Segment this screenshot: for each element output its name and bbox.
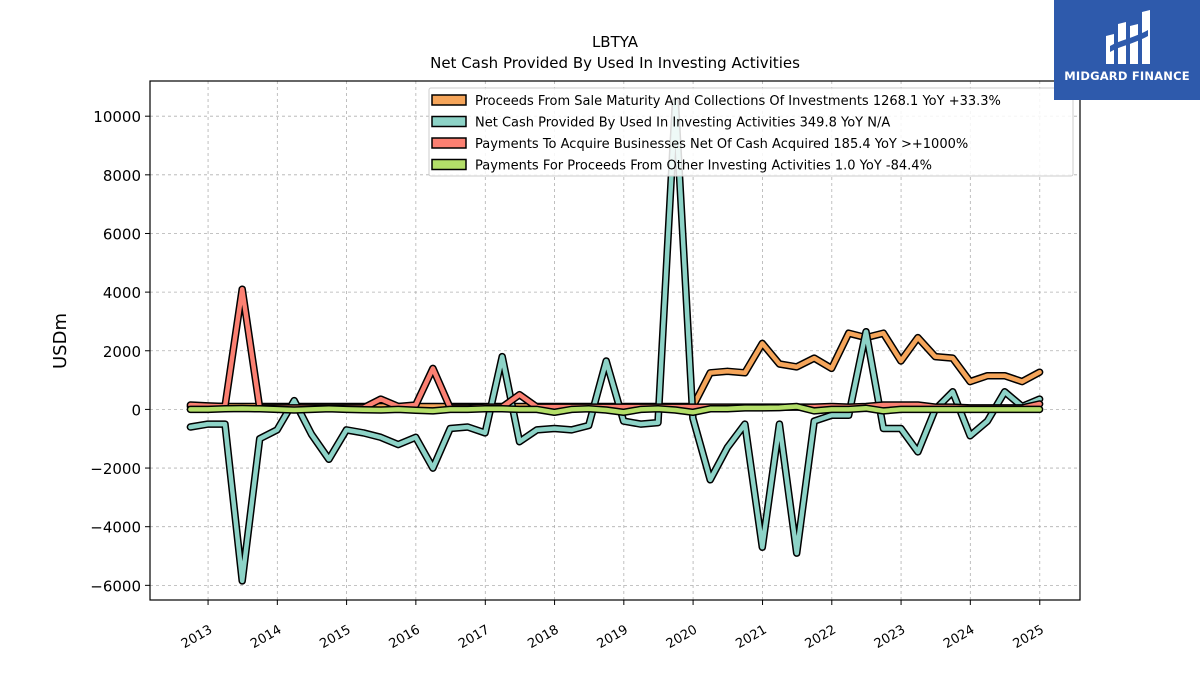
y-tick-label: −6000 [90, 577, 141, 595]
x-tick-label: 2017 [456, 622, 492, 652]
legend-entry: Proceeds From Sale Maturity And Collecti… [475, 94, 1001, 109]
y-tick-label: 4000 [103, 284, 141, 302]
x-tick-label: 2021 [733, 622, 769, 652]
x-tick-label: 2019 [595, 622, 631, 652]
chart-title: LBTYA [592, 33, 639, 51]
x-tick-label: 2016 [387, 622, 423, 652]
midgard-logo-icon [1106, 10, 1150, 64]
brand-name: MIDGARD FINANCE [1064, 69, 1190, 83]
legend-swatch [431, 158, 467, 171]
series-line-stroke [188, 99, 1042, 584]
legend-box [428, 87, 1074, 177]
series-line [186, 97, 1044, 585]
legend-swatch [431, 137, 467, 149]
y-tick-label: 10000 [93, 108, 141, 126]
x-tick-label: 2020 [664, 622, 700, 652]
y-tick-label: 6000 [103, 225, 141, 243]
legend-entry: Net Cash Provided By Used In Investing A… [475, 116, 890, 131]
series-layer [186, 97, 1044, 585]
x-tick-label: 2023 [872, 622, 908, 652]
y-tick-label: 0 [131, 401, 141, 419]
series-line-stroke [188, 404, 1042, 415]
legend-swatch [431, 94, 467, 106]
y-tick-label: −4000 [90, 519, 141, 537]
series-line [186, 402, 1044, 417]
y-tick-label: −2000 [90, 460, 141, 478]
y-axis-label: USDm [50, 313, 71, 369]
y-axis: −6000 −4000 −2000 0 2000 4000 6000 8000 10000 [90, 108, 150, 595]
x-axis: 2013 2014 2015 2016 2017 2018 2019 2020 2021 2022… [179, 600, 1047, 652]
x-tick-label: 2018 [525, 622, 561, 652]
y-tick-label: 2000 [103, 343, 141, 361]
legend-swatch [431, 115, 467, 128]
legend-entry: Payments For Proceeds From Other Investi… [475, 159, 932, 174]
legend-entry: Payments To Acquire Businesses Net Of Ca… [475, 137, 968, 152]
x-tick-label: 2025 [1011, 622, 1047, 652]
y-tick-label: 8000 [103, 167, 141, 185]
plot-frame [149, 80, 1081, 601]
x-tick-label: 2024 [941, 622, 977, 652]
x-tick-label: 2013 [179, 622, 215, 652]
legend: Proceeds From Sale Maturity And Collecti… [428, 87, 1074, 177]
x-tick-label: 2014 [248, 622, 284, 652]
x-tick-label: 2015 [317, 622, 353, 652]
x-tick-label: 2022 [803, 622, 839, 652]
chart-subtitle: Net Cash Provided By Used In Investing A… [430, 54, 800, 72]
brand-logo: MIDGARD FINANCE [1054, 0, 1200, 100]
